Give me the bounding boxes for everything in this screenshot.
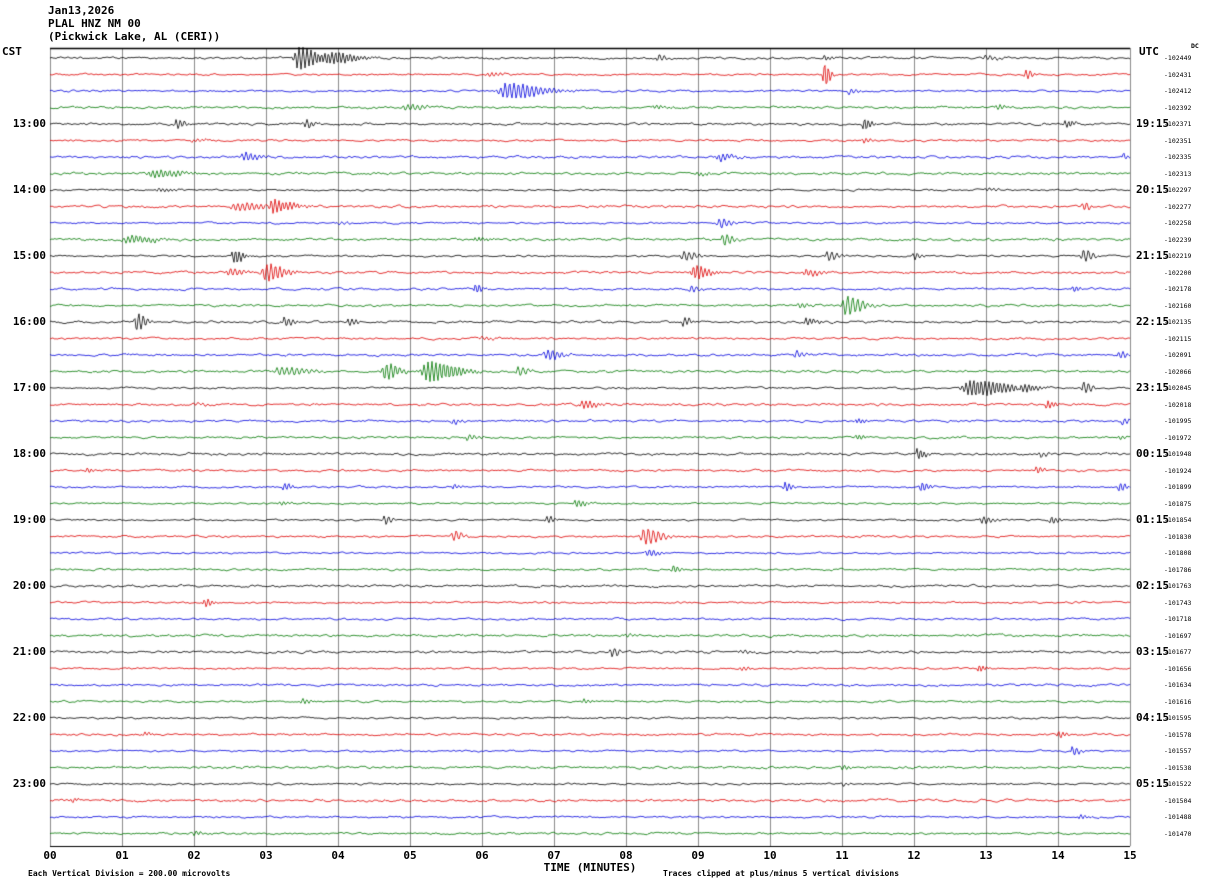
x-axis-ticks: 00 01 02 03 04 05 06 07 08 09 10 11 12 13 14 15 bbox=[0, 849, 1210, 863]
right-timezone-label: UTC bbox=[1139, 45, 1159, 58]
footer-clip-note: Traces clipped at plus/minus 5 vertical … bbox=[663, 869, 900, 878]
left-timezone-label: CST bbox=[2, 45, 22, 58]
x-tick-label: 10 bbox=[763, 849, 777, 862]
x-tick-label: 00 bbox=[43, 849, 57, 862]
x-tick-label: 08 bbox=[619, 849, 633, 862]
x-tick-label: 14 bbox=[1051, 849, 1065, 862]
x-tick-label: 15 bbox=[1123, 849, 1137, 862]
plot-date: Jan13,2026 bbox=[48, 4, 115, 17]
x-tick-label: 02 bbox=[187, 849, 201, 862]
footer-scale-note: Each Vertical Division = 200.00 microvol… bbox=[28, 869, 231, 878]
x-tick-label: 07 bbox=[547, 849, 561, 862]
x-tick-label: 05 bbox=[403, 849, 417, 862]
plot-station: PLAL HNZ NM 00 bbox=[48, 17, 141, 30]
x-tick-label: 01 bbox=[115, 849, 129, 862]
x-tick-label: 12 bbox=[907, 849, 921, 862]
x-tick-label: 06 bbox=[475, 849, 489, 862]
dc-column-header: DC bbox=[1191, 42, 1199, 50]
x-tick-label: 03 bbox=[259, 849, 273, 862]
x-tick-label: 04 bbox=[331, 849, 345, 862]
x-tick-label: 11 bbox=[835, 849, 849, 862]
x-axis-title: TIME (MINUTES) bbox=[543, 861, 637, 874]
plot-location: (Pickwick Lake, AL (CERI)) bbox=[48, 30, 221, 43]
x-tick-label: 13 bbox=[979, 849, 993, 862]
x-tick-label: 09 bbox=[691, 849, 705, 862]
